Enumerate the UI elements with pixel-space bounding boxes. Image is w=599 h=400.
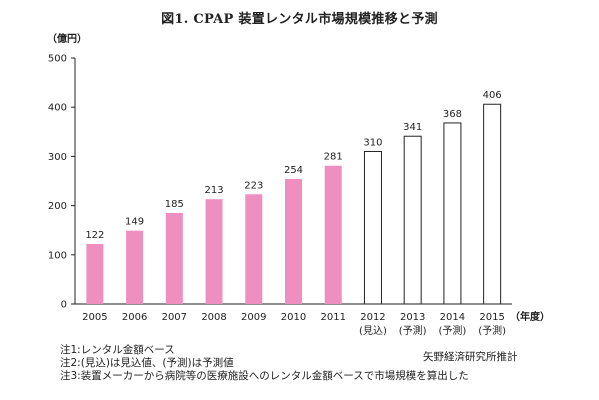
data-label: 281: [324, 152, 343, 163]
x-tick-sublabel: (予測): [478, 324, 506, 337]
data-label: 254: [284, 165, 303, 176]
bar-2009: [245, 194, 263, 304]
data-label: 368: [443, 109, 462, 120]
y-axis-label: （億円）: [47, 32, 87, 45]
bar-2011: [324, 165, 342, 304]
note-2: 注2:(見込)は見込値、(予測)は予測値: [60, 357, 234, 369]
chart-title: 図1. CPAP 装置レンタル市場規模推移と予測: [161, 12, 438, 27]
x-tick-label: 2015: [479, 312, 504, 323]
x-tick-label: 2008: [201, 312, 226, 323]
note-3: 注3:装置メーカーから病院等の医療施設へのレンタル金額ベースで市場規模を算出した: [60, 370, 469, 382]
data-label: 341: [403, 122, 422, 133]
x-tick-sublabel: (予測): [399, 324, 427, 337]
source-credit: 矢野経済研究所推計: [423, 351, 518, 363]
x-tick-label: 2010: [281, 312, 306, 323]
data-label: 213: [204, 185, 223, 196]
x-tick-label: 2006: [122, 312, 147, 323]
y-tick-label: 400: [48, 103, 67, 114]
x-axis-label: （年度）: [510, 310, 550, 323]
data-label: 406: [483, 90, 502, 101]
x-tick-label: 2013: [400, 312, 425, 323]
bar-chart: 0 100 200 300 400 500 （億円） 122 2005 149 2006 185 200…: [47, 32, 550, 337]
y-tick-label: 200: [48, 201, 67, 212]
y-tick-label: 100: [48, 250, 67, 261]
bar-2008: [205, 199, 223, 304]
bar-2014: [443, 122, 462, 305]
x-tick-sublabel: (見込): [359, 325, 387, 337]
bar-2007: [165, 212, 183, 304]
x-tick-label: 2009: [241, 312, 266, 323]
bar-2015: [483, 103, 502, 305]
bar-2005: [86, 243, 104, 304]
data-label: 122: [85, 230, 104, 241]
bar-2013: [403, 135, 422, 305]
bar-2006: [126, 230, 144, 304]
x-tick-label: 2005: [82, 312, 107, 323]
x-tick-label: 2007: [162, 312, 187, 323]
data-label: 223: [244, 180, 263, 191]
x-tick-label: 2012: [360, 312, 385, 323]
x-tick-sublabel: (予測): [439, 324, 467, 337]
bar-2010: [285, 179, 302, 304]
x-tick-label: 2011: [321, 312, 346, 323]
y-tick-label: 300: [48, 152, 67, 163]
x-tick-label: 2014: [440, 312, 465, 323]
data-label: 149: [125, 217, 144, 228]
notes-block: 注1:レンタル金額ベース 注2:(見込)は見込値、(予測)は予測値 注3:装置メ…: [60, 344, 469, 383]
y-tick-label: 0: [61, 300, 67, 311]
data-label: 310: [363, 137, 382, 148]
y-tick-label: 500: [48, 54, 67, 65]
bar-2012: [363, 150, 382, 305]
note-1: 注1:レンタル金額ベース: [60, 344, 175, 356]
data-label: 185: [165, 199, 184, 210]
